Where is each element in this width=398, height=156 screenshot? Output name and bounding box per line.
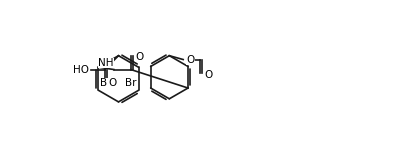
Text: Br: Br [125,78,137,88]
Text: Br: Br [100,78,111,88]
Text: NH: NH [98,58,114,68]
Text: O: O [186,55,195,65]
Text: HO: HO [73,65,89,75]
Text: O: O [135,52,144,62]
Text: O: O [109,78,117,88]
Text: O: O [205,70,213,80]
